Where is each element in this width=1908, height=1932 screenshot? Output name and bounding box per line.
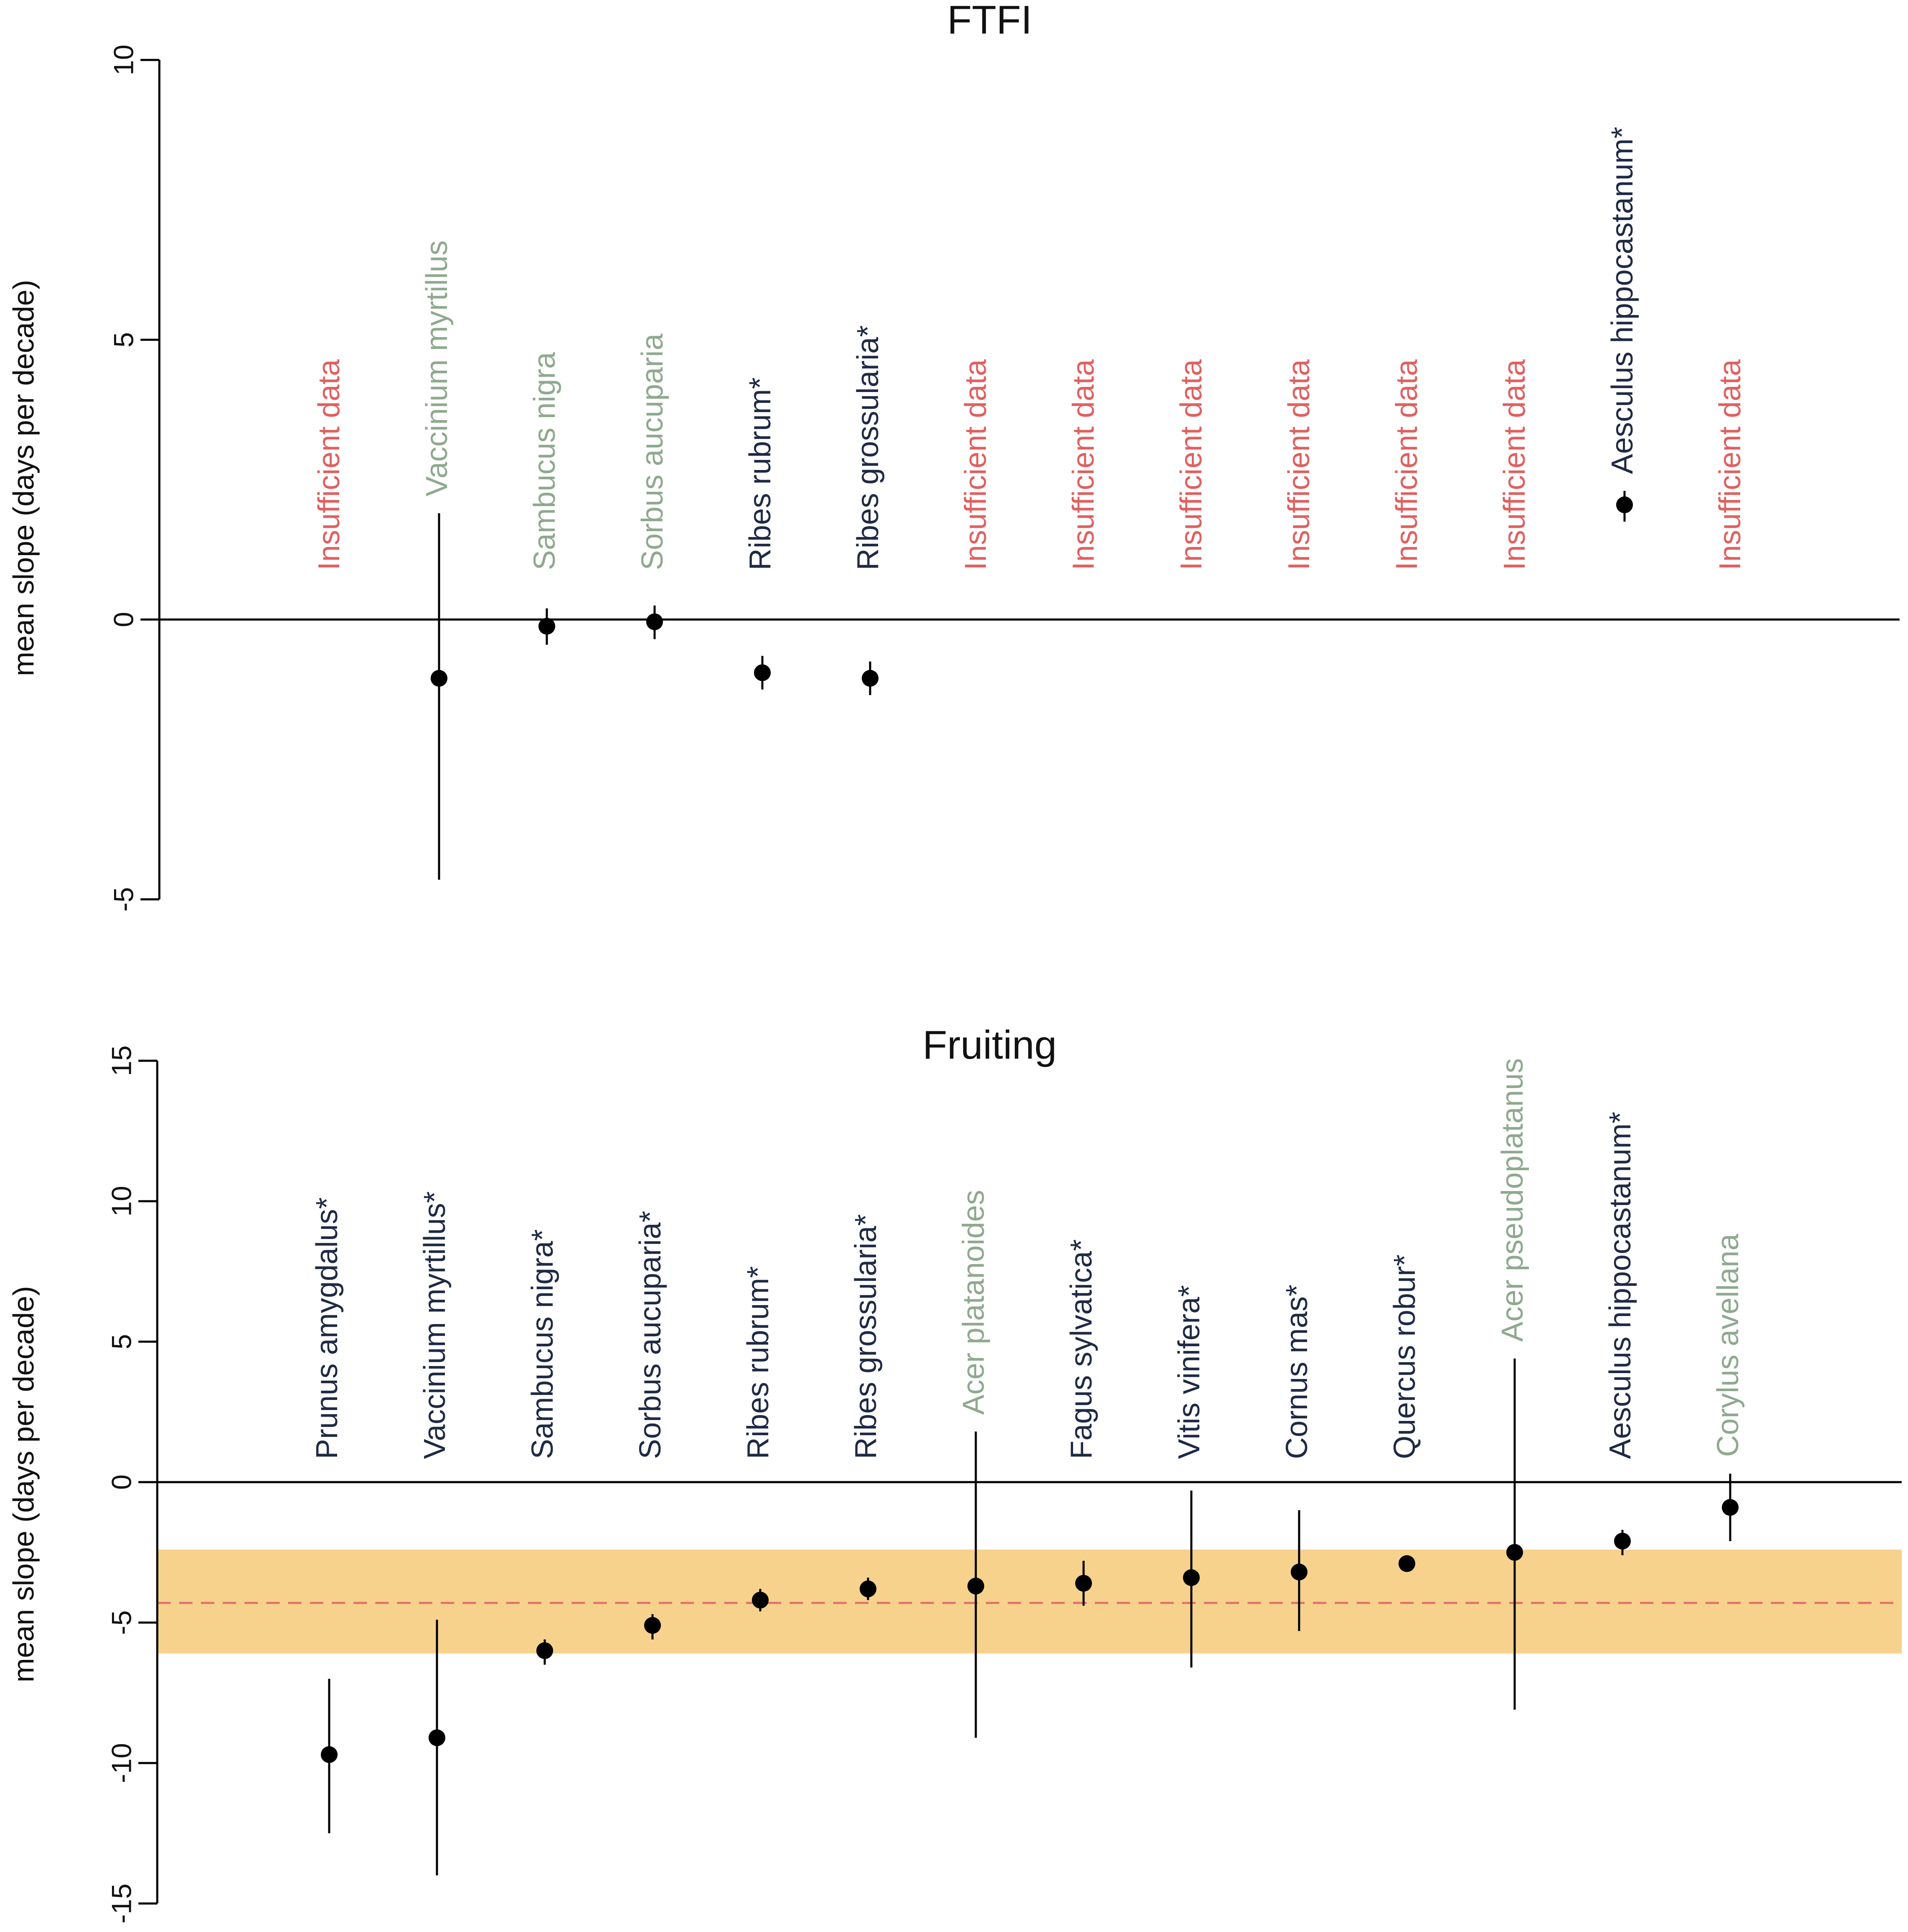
fruiting-species-label-layer: Prunus amygdalus* Vaccinium myrtillus* Sam… (310, 1058, 1745, 1459)
fruiting-data-point (967, 1577, 984, 1594)
ftfi-data-point (646, 613, 663, 631)
fruiting-species-label: Aesculus hippocastanum* (1604, 1112, 1637, 1459)
fruiting-data-point (1183, 1569, 1200, 1586)
ftfi-title: FTFI (947, 0, 1032, 42)
fruiting-species-label: Fagus sylvatica* (1065, 1239, 1098, 1459)
fruiting-species-label: Cornus mas* (1280, 1285, 1314, 1459)
ftfi-species-label: Insufficient data (1067, 359, 1100, 570)
fruiting-data-point (536, 1642, 553, 1659)
fruiting-species-label: Sambucus nigra* (526, 1229, 559, 1459)
ftfi-species-label-layer: Insufficient data Vaccinium myrtillus Samb… (312, 127, 1747, 570)
fruiting-species-label: Quercus robur* (1388, 1254, 1422, 1459)
fruiting-title: Fruiting (923, 1023, 1057, 1067)
ftfi-point-layer (431, 496, 1633, 687)
ftfi-data-point (538, 618, 555, 635)
fruiting-y-tick-label: 0 (106, 1475, 137, 1490)
ftfi-species-label: Insufficient data (312, 359, 346, 570)
fruiting-data-point (1399, 1555, 1415, 1572)
ftfi-data-point (431, 670, 447, 687)
ftfi-species-label: Insufficient data (1713, 359, 1747, 570)
fruiting-data-point (860, 1580, 876, 1597)
ftfi-axis-layer: FTFI mean slope (days per decade) -5 0 5 10 (7, 0, 1900, 911)
fruiting-confidence-band (157, 1549, 1902, 1654)
ftfi-species-label: Insufficient data (959, 359, 993, 570)
fruiting-band-layer (157, 1549, 1902, 1654)
fruiting-species-label: Acer pseudoplatanus (1496, 1058, 1529, 1342)
ftfi-y-tick-label: 0 (108, 612, 139, 627)
fruiting-data-point (752, 1592, 769, 1609)
ftfi-species-label: Insufficient data (1282, 359, 1316, 570)
fruiting-species-label: Acer platanoides (957, 1190, 990, 1415)
ftfi-y-tick-label: -5 (108, 887, 139, 912)
ftfi-data-point (754, 664, 771, 681)
ftfi-species-label: Ribes grossularia* (851, 325, 885, 570)
fruiting-species-label: Vitis vinifera* (1172, 1285, 1206, 1459)
fruiting-species-label: Prunus amygdalus* (310, 1197, 344, 1459)
fruiting-species-label: Sorbus aucuparia* (634, 1211, 667, 1459)
fruiting-data-point (321, 1746, 338, 1763)
fruiting-y-axis-label: mean slope (days per decade) (7, 1286, 40, 1683)
ftfi-y-tick-label: 10 (108, 44, 139, 75)
fruiting-data-point (429, 1729, 445, 1746)
fruiting-y-tick-label: -10 (106, 1743, 137, 1783)
ftfi-data-point (862, 670, 879, 687)
ftfi-species-label: Vaccinium myrtillus (420, 240, 454, 496)
ftfi-species-label: Sorbus aucuparia (636, 333, 669, 570)
fruiting-y-tick-label: -15 (106, 1883, 137, 1923)
ftfi-species-label: Sambucus nigra (528, 352, 561, 570)
ftfi-data-point (1616, 496, 1633, 514)
fruiting-data-point (1614, 1532, 1631, 1550)
ftfi-species-label: Ribes rubrum* (743, 377, 777, 570)
fruiting-panel: Fruiting mean slope (days per decade) -1… (7, 1023, 1902, 1924)
fruiting-species-label: Corylus avellana (1711, 1233, 1745, 1457)
ftfi-errorbar-layer (438, 491, 1626, 880)
fruiting-data-point (1291, 1563, 1308, 1581)
fruiting-axis-layer: Fruiting mean slope (days per decade) -1… (7, 1023, 1902, 1924)
fruiting-y-tick-label: -5 (106, 1610, 137, 1635)
ftfi-species-label: Aesculus hippocastanum* (1606, 127, 1639, 474)
fruiting-y-tick-label: 5 (106, 1334, 137, 1350)
fruiting-data-point (1722, 1499, 1739, 1516)
fruiting-data-point (1506, 1544, 1523, 1561)
fruiting-species-label: Ribes grossularia* (849, 1214, 883, 1459)
ftfi-species-label: Insufficient data (1498, 359, 1531, 570)
fruiting-point-layer (321, 1499, 1739, 1763)
fruiting-species-label: Vaccinium myrtillus* (418, 1191, 452, 1459)
fruiting-y-tick-label: 10 (106, 1186, 137, 1216)
ftfi-y-tick-label: 5 (108, 332, 139, 348)
fruiting-data-point (1075, 1575, 1092, 1592)
fruiting-species-label: Ribes rubrum* (741, 1266, 775, 1459)
fruiting-data-point (644, 1617, 661, 1634)
ftfi-species-label: Insufficient data (1390, 359, 1424, 570)
ftfi-species-label: Insufficient data (1175, 359, 1208, 570)
ftfi-panel: FTFI mean slope (days per decade) -5 0 5 10… (7, 0, 1900, 911)
fruiting-y-tick-label: 15 (106, 1045, 137, 1076)
ftfi-y-axis-label: mean slope (days per decade) (7, 280, 40, 676)
